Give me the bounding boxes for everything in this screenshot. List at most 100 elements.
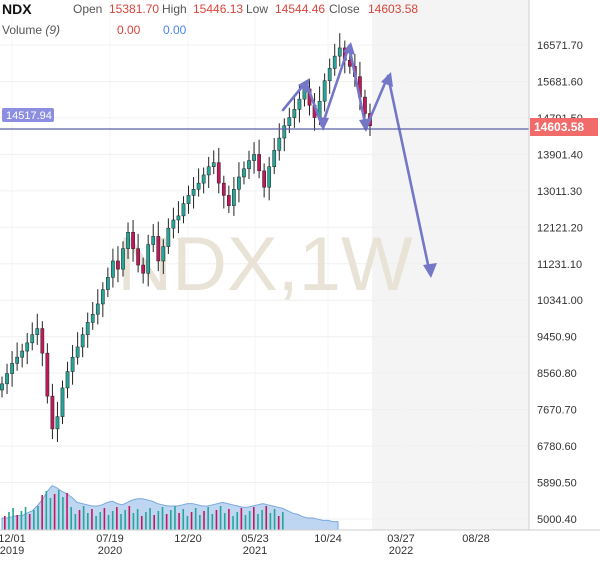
volume-bar — [95, 516, 97, 530]
arrow-head — [423, 263, 437, 278]
volume-bar — [41, 495, 43, 530]
candle-body — [252, 154, 256, 161]
volume-bar — [182, 509, 185, 530]
candle-body — [297, 98, 302, 110]
x-tick-label: 12/20 — [174, 533, 202, 545]
x-tick-year: 2020 — [98, 545, 122, 557]
candle-body — [136, 248, 140, 266]
candle-body — [30, 334, 35, 344]
candle-body — [85, 322, 90, 335]
candle-body — [267, 166, 272, 188]
volume-bar — [149, 508, 151, 530]
candle-body — [287, 117, 292, 127]
level-price-label: 14517.94 — [6, 110, 52, 122]
candle-body — [65, 371, 70, 389]
volume-bar — [99, 512, 102, 530]
volume-bar — [165, 514, 168, 530]
volume-series — [1, 484, 339, 531]
y-tick-label: 6780.60 — [537, 441, 577, 453]
volume-bar — [257, 514, 259, 530]
volume-bar — [124, 510, 126, 530]
volume-bar — [20, 511, 23, 530]
candle-body — [25, 342, 30, 352]
candle-body — [75, 346, 80, 358]
volume-bar — [194, 508, 197, 530]
candle-body — [126, 232, 130, 249]
volume-bar — [282, 512, 284, 530]
arrow-head — [298, 78, 310, 93]
candle-body — [247, 160, 251, 170]
candle-body — [332, 55, 337, 69]
volume-bar — [4, 516, 6, 530]
volume-bar — [273, 509, 276, 530]
trend-arrow-segment[interactable] — [320, 44, 351, 128]
close-value: 14603.58 — [368, 2, 419, 16]
volume-bar — [265, 506, 268, 530]
candle-body — [0, 383, 4, 391]
volume-bar — [253, 507, 255, 530]
candle-body — [232, 189, 236, 206]
volume-bar — [8, 512, 10, 530]
volume-bar — [228, 509, 230, 530]
trend-arrow-segment[interactable] — [347, 44, 368, 130]
volume-bar — [248, 511, 251, 530]
candle-body — [282, 125, 287, 139]
candle-body — [206, 166, 211, 176]
y-tick-label: 9450.90 — [537, 332, 577, 344]
volume-bar — [186, 516, 189, 530]
y-tick-label: 10341.00 — [537, 295, 583, 307]
candle-body — [166, 227, 171, 247]
arrow-head — [319, 117, 329, 131]
candle-body — [70, 356, 75, 372]
volume-bar — [70, 507, 72, 530]
close-label: Close — [329, 2, 360, 16]
candle-body — [237, 176, 241, 190]
y-tick-label: 8560.80 — [537, 368, 577, 380]
candle-body — [50, 395, 55, 430]
price-axis[interactable]: 16571.7015681.6014791.5013901.4013011.30… — [537, 40, 583, 526]
candle-body — [272, 150, 277, 167]
volume-bar — [24, 507, 27, 530]
candle-body — [201, 174, 206, 184]
volume-bar — [57, 490, 60, 530]
volume-bar — [103, 508, 106, 530]
level-price-tag — [2, 108, 54, 122]
candle-body — [45, 352, 50, 397]
x-tick-year: 2021 — [243, 545, 267, 557]
volume-bar — [62, 497, 64, 530]
volume-bar — [236, 512, 238, 530]
symbol-title[interactable]: NDX — [2, 1, 32, 17]
y-tick-label: 16571.70 — [537, 40, 583, 52]
volume-ma-value: 0.00 — [163, 23, 187, 37]
volume-bar — [161, 507, 164, 530]
volume-bar — [107, 515, 110, 530]
candle-body — [106, 277, 110, 290]
candle-body — [10, 363, 14, 374]
arrow-head — [343, 42, 355, 55]
candle-body — [15, 356, 19, 364]
candle-body — [363, 96, 367, 114]
candle-body — [216, 162, 221, 184]
candle-body — [40, 328, 45, 354]
annotation-arrows[interactable] — [281, 42, 437, 278]
trend-arrow-segment[interactable] — [304, 80, 324, 128]
volume-bar — [223, 513, 226, 530]
volume-bar — [174, 506, 176, 530]
x-tick-label: 03/27 — [387, 533, 415, 545]
volume-bar — [111, 511, 114, 530]
volume-bar — [145, 512, 147, 530]
volume-bar — [132, 513, 135, 530]
volume-bar — [277, 516, 280, 530]
y-tick-label: 5000.40 — [537, 514, 577, 526]
volume-bar — [190, 512, 193, 530]
low-value: 14544.46 — [275, 2, 326, 16]
volume-label: Volume (9) — [2, 23, 60, 37]
volume-bar — [153, 515, 155, 530]
arrow-head — [359, 118, 372, 132]
volume-bar — [244, 515, 247, 530]
candle-body — [111, 260, 115, 278]
trend-arrow-segment[interactable] — [386, 74, 432, 276]
volume-bar — [82, 506, 85, 530]
